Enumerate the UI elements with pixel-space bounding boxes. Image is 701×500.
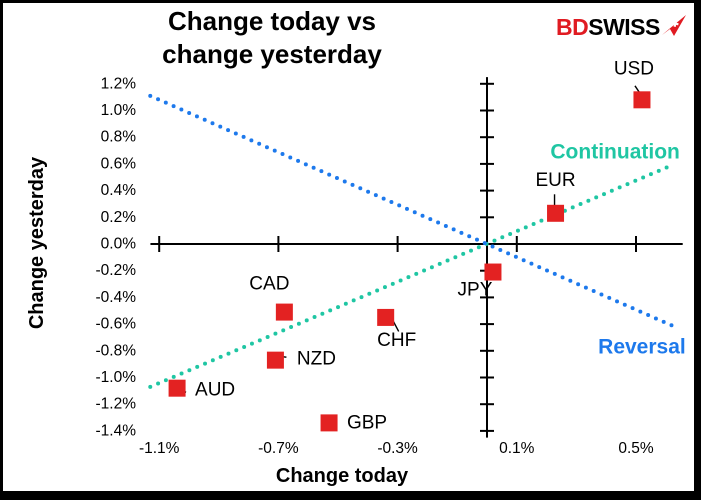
- data-point-label-JPY: JPY: [458, 280, 493, 301]
- data-point-EUR: [547, 204, 565, 222]
- trend-line-reversal: [148, 93, 674, 328]
- data-point-label-CAD: CAD: [249, 274, 289, 295]
- y-tick-label: 0.0%: [101, 236, 137, 253]
- trend-line-continuation: [148, 164, 671, 389]
- x-axis-title: Change today: [275, 465, 409, 487]
- data-point-label-EUR: EUR: [535, 170, 575, 191]
- data-point-label-NZD: NZD: [297, 349, 336, 370]
- x-tick-label: -0.3%: [377, 440, 418, 457]
- y-tick-label: -0.6%: [96, 316, 137, 333]
- data-point-label-USD: USD: [614, 58, 654, 79]
- x-tick-label: 0.5%: [618, 440, 654, 457]
- bdswiss-arrow-flag-icon: [661, 14, 686, 36]
- y-tick-label: -1.4%: [96, 422, 137, 439]
- y-tick-label: -1.2%: [96, 396, 137, 413]
- data-point-JPY: [484, 263, 502, 281]
- bdswiss-logo: BD SWISS: [556, 14, 687, 41]
- logo-text-bd: BD: [556, 14, 589, 40]
- data-point-AUD: [168, 379, 186, 397]
- data-point-GBP: [320, 414, 338, 432]
- data-point-label-GBP: GBP: [347, 412, 387, 433]
- data-point-NZD: [266, 351, 284, 369]
- scatter-plot: 1.2% 1.0% 0.8% 0.6% 0.4% 0.2% 0.0% -0.2% -0.4% -0…: [96, 58, 686, 457]
- data-point-CAD: [275, 303, 293, 321]
- y-tick-label: -0.2%: [96, 262, 137, 279]
- trend-line-label-reversal: Reversal: [598, 335, 686, 358]
- y-tick-label: 1.2%: [101, 75, 137, 92]
- y-tick-label: 0.6%: [101, 155, 137, 172]
- y-tick-label: 0.8%: [101, 129, 137, 146]
- data-point-CHF: [377, 308, 395, 326]
- y-tick-label: -1.0%: [96, 369, 137, 386]
- chart-title-line-1: Change today vs: [167, 6, 377, 36]
- data-point-USD: [633, 91, 651, 109]
- data-point-label-AUD: AUD: [195, 380, 235, 401]
- y-tick-label: 0.2%: [101, 209, 137, 226]
- data-point-label-CHF: CHF: [377, 330, 416, 351]
- chart-title: Change today vs change yesterday: [102, 5, 442, 71]
- chart-title-line-2: change yesterday: [162, 39, 382, 69]
- y-tick-label: -0.4%: [96, 289, 137, 306]
- trend-line-label-continuation: Continuation: [550, 140, 679, 163]
- logo-text-swiss: SWISS: [588, 14, 660, 40]
- x-tick-label: 0.1%: [499, 440, 535, 457]
- y-tick-label: 1.0%: [101, 102, 137, 119]
- x-tick-label: -0.7%: [258, 440, 299, 457]
- y-tick-label: -0.8%: [96, 342, 137, 359]
- y-tick-label: 0.4%: [101, 182, 137, 199]
- x-tick-label: -1.1%: [139, 440, 180, 457]
